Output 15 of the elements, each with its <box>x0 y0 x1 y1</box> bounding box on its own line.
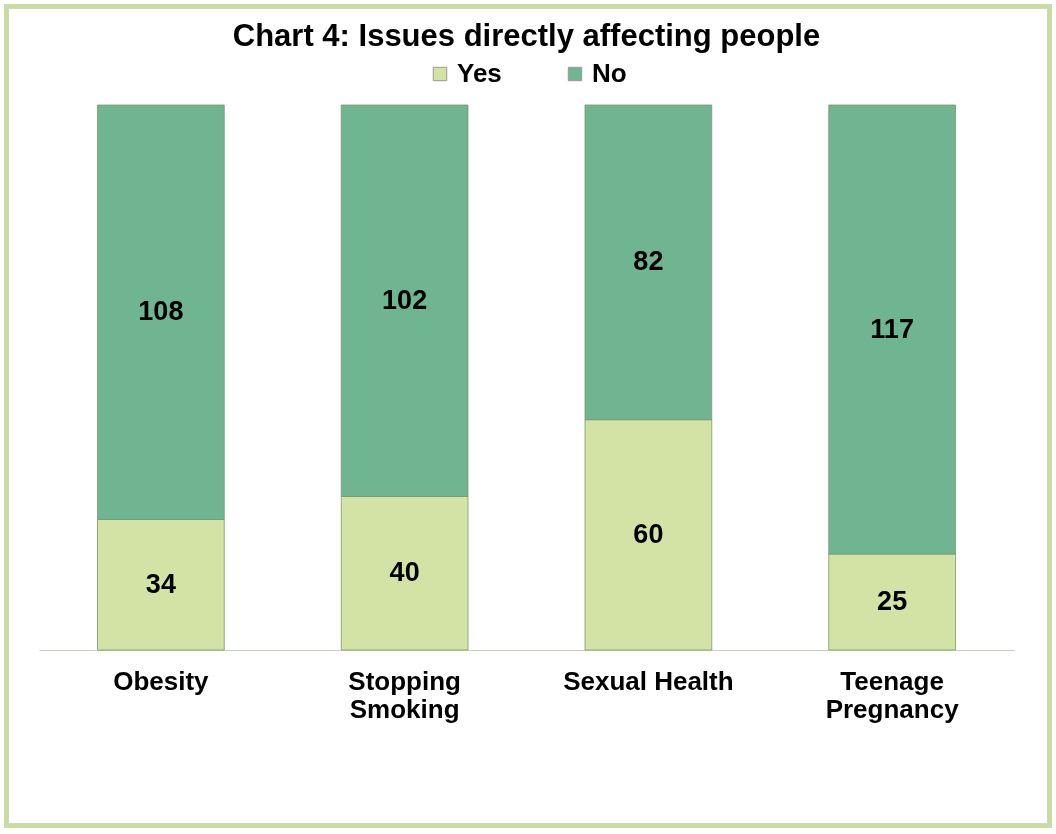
data-label: 108 <box>138 296 184 327</box>
x-tick-label: Teenage Pregnancy <box>825 665 960 724</box>
x-tick-label: Sexual Health <box>563 665 734 696</box>
x-tick-label: Stopping Smoking <box>348 665 461 724</box>
data-label: 40 <box>389 557 420 588</box>
data-label: 82 <box>633 246 664 277</box>
data-label: 102 <box>382 284 428 315</box>
data-label: 60 <box>633 518 664 549</box>
legend-label: Yes <box>457 58 502 88</box>
chart-title: Chart 4: Issues directly affecting people <box>232 18 821 53</box>
data-label: 25 <box>877 586 908 617</box>
x-tick-label: Obesity <box>113 665 210 696</box>
data-label: 34 <box>145 568 176 599</box>
data-label: 117 <box>870 313 914 344</box>
legend-label: No <box>592 58 627 88</box>
